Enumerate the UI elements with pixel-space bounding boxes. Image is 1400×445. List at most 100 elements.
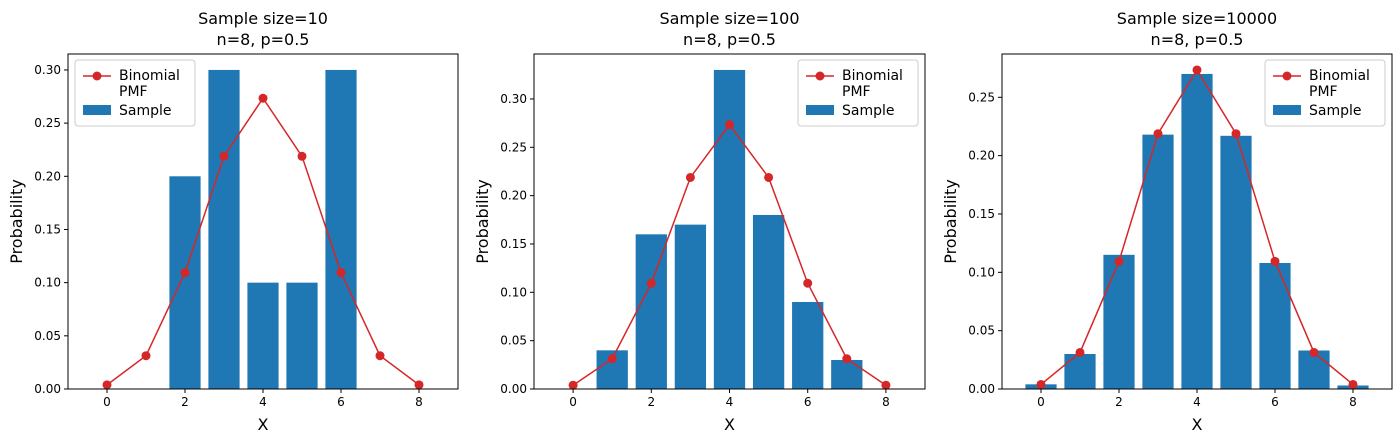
pmf-point (1270, 256, 1280, 266)
sample-bar (752, 214, 785, 389)
y-tick-label: 0.25 (968, 90, 995, 104)
y-tick-label: 0.00 (500, 382, 527, 396)
legend-marker-swatch (92, 71, 102, 81)
legend: Binomial PMF Sample (797, 59, 919, 127)
legend-label-sample: Sample (119, 103, 172, 119)
sample-bar (1064, 353, 1096, 389)
legend-label-sample: Sample (1309, 103, 1362, 119)
binomial-pmf-markers (568, 120, 891, 390)
pmf-point (607, 354, 617, 364)
y-tick-label: 0.00 (968, 382, 995, 396)
pmf-point (375, 351, 385, 361)
legend-bar-swatch (1273, 105, 1301, 115)
legend: Binomial PMF Sample (74, 59, 196, 127)
chart-panel-3: 0 2 4 6 8 0.00 0.05 0.10 0.15 0.20 0.25 Sample size… (941, 9, 1393, 434)
sample-bar (713, 69, 746, 389)
pmf-point (102, 380, 112, 390)
y-axis-label: Probability (7, 179, 26, 264)
sample-bar (1220, 135, 1252, 389)
legend-label-pmf: Binomial PMF (119, 68, 180, 100)
x-tick-label: 8 (882, 395, 890, 409)
sample-bar (325, 69, 357, 389)
x-tick-label: 8 (415, 395, 423, 409)
chart-subtitle: n=8, p=0.5 (1151, 30, 1244, 49)
chart-subtitle: n=8, p=0.5 (217, 30, 310, 49)
legend-marker-swatch (1282, 71, 1292, 81)
pmf-point (1114, 256, 1124, 266)
pmf-point (568, 380, 578, 390)
chart-panel-2: 0 2 4 6 8 0.00 0.05 0.10 0.15 0.20 0.25 0.30 Sample … (473, 9, 926, 434)
y-tick-label: 0.20 (500, 189, 527, 203)
x-tick-label: 2 (1115, 395, 1123, 409)
pmf-point (219, 151, 229, 161)
sample-bar (1181, 73, 1213, 390)
y-tick-label: 0.10 (500, 285, 527, 299)
x-tick-label: 6 (804, 395, 812, 409)
sample-bars (169, 69, 357, 389)
y-tick-label: 0.10 (34, 276, 61, 290)
pmf-point (180, 268, 190, 278)
legend: Binomial PMF Sample (1264, 59, 1386, 127)
chart-title: Sample size=100 (659, 9, 799, 28)
y-tick-label: 0.15 (968, 207, 995, 221)
x-tick-label: 8 (1349, 395, 1357, 409)
x-tick-label: 0 (1037, 395, 1045, 409)
sample-bar (1259, 262, 1291, 389)
pmf-point (842, 354, 852, 364)
pmf-point (1153, 129, 1163, 139)
pmf-point (685, 172, 695, 182)
pmf-point (1309, 347, 1319, 357)
pmf-point (1348, 379, 1358, 389)
pmf-point (1075, 347, 1085, 357)
y-tick-label: 0.05 (968, 324, 995, 338)
binomial-pmf-markers (102, 93, 424, 390)
pmf-point (764, 172, 774, 182)
pmf-point (881, 380, 891, 390)
y-tick-label: 0.30 (500, 92, 527, 106)
x-tick-label: 4 (1193, 395, 1201, 409)
y-tick-label: 0.25 (34, 116, 61, 130)
y-tick-label: 0.15 (500, 237, 527, 251)
sample-bar (208, 69, 240, 389)
sample-bar (247, 282, 279, 389)
legend-bar-swatch (806, 105, 834, 115)
sample-bar (674, 224, 707, 389)
pmf-point (725, 120, 734, 130)
y-axis-label: Probability (473, 179, 492, 264)
x-tick-label: 6 (1271, 395, 1279, 409)
pmf-point (141, 351, 151, 361)
y-tick-label: 0.30 (34, 63, 61, 77)
y-tick-label: 0.25 (500, 140, 527, 154)
x-tick-label: 4 (259, 395, 267, 409)
pmf-point (414, 380, 424, 390)
pmf-point (803, 278, 813, 288)
x-tick-label: 6 (337, 395, 345, 409)
sample-bar (831, 359, 863, 389)
y-tick-label: 0.00 (34, 382, 61, 396)
legend-label-sample: Sample (842, 103, 895, 119)
x-tick-label: 2 (181, 395, 189, 409)
pmf-point (297, 151, 307, 161)
binomial-pmf-markers (1036, 65, 1358, 389)
pmf-point (1192, 65, 1202, 75)
y-tick-label: 0.10 (968, 265, 995, 279)
x-tick-label: 2 (647, 395, 655, 409)
y-tick-label: 0.05 (34, 329, 61, 343)
y-tick-label: 0.20 (34, 169, 61, 183)
pmf-point (646, 278, 656, 288)
pmf-point (1036, 379, 1046, 389)
legend-label-pmf: Binomial PMF (1309, 68, 1370, 100)
sample-bars (1025, 73, 1369, 390)
legend-bar-swatch (83, 105, 111, 115)
pmf-point (258, 93, 268, 103)
chart-title: Sample size=10000 (1117, 9, 1277, 28)
sample-bar (635, 234, 667, 389)
pmf-point (1231, 129, 1241, 139)
x-tick-label: 0 (569, 395, 577, 409)
y-axis-label: Probability (941, 179, 960, 264)
x-axis-label: X (724, 415, 735, 434)
sample-bar (169, 176, 201, 389)
x-axis-label: X (1192, 415, 1203, 434)
chart-subtitle: n=8, p=0.5 (683, 30, 776, 49)
